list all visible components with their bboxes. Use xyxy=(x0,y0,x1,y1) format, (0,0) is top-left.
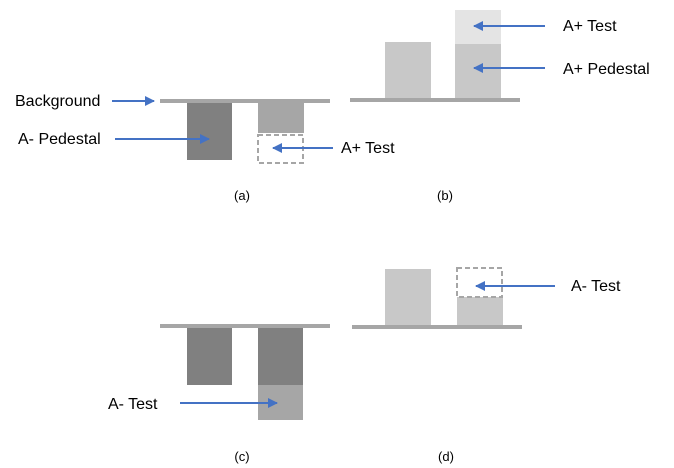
panel-c-pedestal-block xyxy=(187,328,232,385)
panel-c-test-label: A- Test xyxy=(108,396,158,413)
panel-c-baseline xyxy=(160,324,330,328)
panel-d-caption: (d) xyxy=(438,449,454,464)
panel-d: A- Test (d) xyxy=(352,267,621,464)
panel-b: A+ Test A+ Pedestal (b) xyxy=(350,10,650,203)
panel-c: A- Test (c) xyxy=(108,324,330,464)
panel-b-test-label: A+ Test xyxy=(563,18,617,35)
panel-a-pedestal-block-2 xyxy=(258,103,304,133)
panel-b-pedestal-block xyxy=(385,42,431,98)
panel-a-caption: (a) xyxy=(234,188,250,203)
panel-d-test-dashed-outline xyxy=(456,267,503,298)
panel-a-background-label: Background xyxy=(15,93,100,110)
panel-b-caption: (b) xyxy=(437,188,453,203)
panel-b-pedestal-label: A+ Pedestal xyxy=(563,61,650,78)
panel-d-pedestal-block xyxy=(385,269,431,325)
panel-a: Background A- Pedestal A+ Test (a) xyxy=(15,93,395,203)
panel-d-pedestal-block-2 xyxy=(457,297,503,325)
panel-b-baseline xyxy=(350,98,520,102)
panel-d-baseline xyxy=(352,325,522,329)
panel-a-pedestal-label: A- Pedestal xyxy=(18,131,101,148)
panel-c-caption: (c) xyxy=(234,449,249,464)
panel-c-pedestal-block-2 xyxy=(258,328,303,385)
panel-a-test-label: A+ Test xyxy=(341,140,395,157)
panel-a-baseline xyxy=(160,99,330,103)
panel-d-test-label: A- Test xyxy=(571,278,621,295)
panel-b-pedestal-block-2 xyxy=(455,44,501,98)
panel-a-pedestal-block xyxy=(187,103,232,160)
